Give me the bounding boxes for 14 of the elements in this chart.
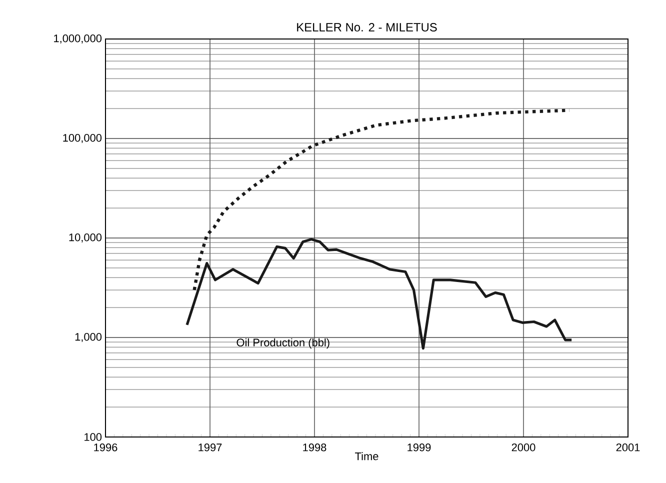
x-tick-label: 1999 [408, 444, 431, 452]
annotation: Oil Production (bbl) [236, 338, 330, 349]
x-axis-title: Time [355, 452, 378, 460]
x-tick-label: 1997 [198, 444, 222, 452]
x-tick-label: 1998 [303, 444, 326, 452]
x-tick-label: 2000 [512, 444, 536, 452]
chart-title: KELLER No. 2 - MILETUS [297, 23, 437, 32]
x-tick-label: 1996 [94, 444, 118, 452]
y-tick-label: 100 [84, 433, 102, 441]
x-tick-label: 2001 [616, 444, 640, 452]
y-tick-label: 1,000,000 [54, 34, 102, 44]
y-tick-label: 1,000 [75, 332, 102, 342]
y-tick-label: 10,000 [69, 233, 102, 243]
y-tick-label: 100,000 [63, 134, 102, 144]
